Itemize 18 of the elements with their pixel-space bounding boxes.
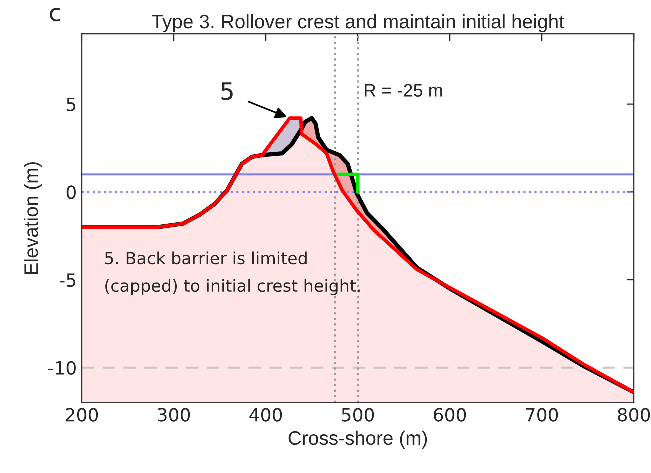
y-tick-label: 0 bbox=[66, 186, 76, 200]
x-tick-label: 700 bbox=[526, 408, 558, 422]
y-tick-label: -10 bbox=[48, 361, 76, 375]
x-tick-label: 400 bbox=[250, 408, 282, 422]
x-tick-label: 200 bbox=[66, 408, 98, 422]
y-tick-label: 5 bbox=[67, 98, 76, 112]
y-tick-label: -5 bbox=[60, 274, 76, 288]
text: c bbox=[50, 8, 60, 22]
y-axis-title: Elevation (m) bbox=[24, 162, 42, 274]
x-tick-label: 600 bbox=[434, 408, 466, 422]
annotation: R = -25 m bbox=[365, 84, 442, 97]
annotation: 5. Back barrier is limited (capped) to initial crest height. bbox=[105, 252, 360, 296]
x-axis-title: Cross-shore (m) bbox=[288, 430, 428, 450]
x-tick-label: 500 bbox=[342, 408, 374, 422]
x-tick-label: 800 bbox=[618, 408, 650, 422]
chart-title: Type 3. Rollover crest and maintain initial height bbox=[152, 14, 564, 33]
x-tick-label: 300 bbox=[158, 408, 190, 422]
annotation: 5 bbox=[222, 82, 233, 100]
